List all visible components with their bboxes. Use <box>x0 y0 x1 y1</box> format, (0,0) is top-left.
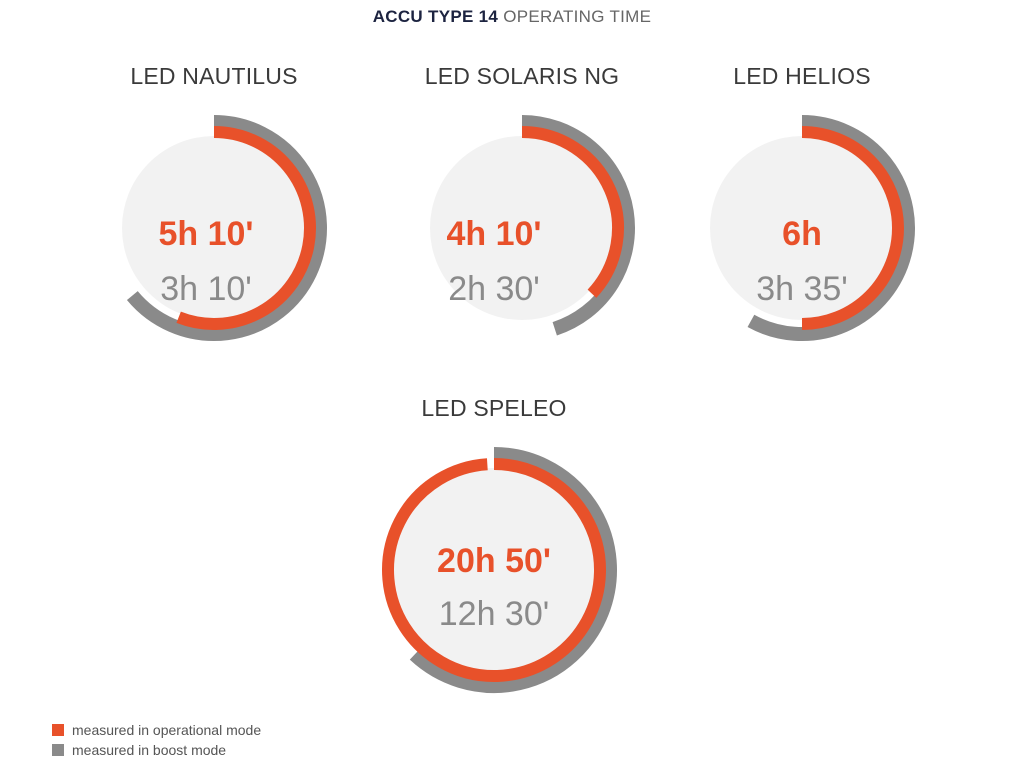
operational-arc <box>521 126 624 298</box>
legend-label-operational: measured in operational mode <box>72 722 262 738</box>
legend-item-boost: measured in boost mode <box>52 740 261 760</box>
boost-time-label: 12h 30' <box>438 595 550 633</box>
chart-title-rest: OPERATING TIME <box>498 7 652 26</box>
gauge-ring <box>710 115 915 341</box>
legend-swatch-operational <box>52 724 64 736</box>
gauge-disc <box>430 136 614 320</box>
boost-time-label: 3h 10' <box>160 270 252 308</box>
operational-arc <box>801 126 904 330</box>
gauge-ring <box>430 115 635 336</box>
operational-time-label: 20h 50' <box>437 542 551 580</box>
gauge-name: LED SPELEO <box>421 395 567 421</box>
gauge-name: LED NAUTILUS <box>130 63 298 89</box>
operational-arc <box>176 126 316 330</box>
boost-time-label: 2h 30' <box>448 270 540 308</box>
gauge-led-speleo: LED SPELEO 20h 50' 12h 30' <box>344 392 644 702</box>
boost-arc <box>409 447 617 693</box>
legend: measured in operational mode measured in… <box>52 720 261 760</box>
boost-arc <box>747 115 915 341</box>
legend-item-operational: measured in operational mode <box>52 720 261 740</box>
operational-arc <box>382 458 606 682</box>
operational-time-label: 4h 10' <box>446 215 542 253</box>
gauge-name: LED SOLARIS NG <box>424 63 620 89</box>
gauge-ring <box>382 447 617 693</box>
boost-arc <box>126 115 327 341</box>
operational-time-label: 5h 10' <box>158 215 254 253</box>
gauge-ring <box>122 115 327 341</box>
gauge-disc <box>122 136 306 320</box>
gauge-name: LED HELIOS <box>733 63 871 89</box>
chart-title-bold: ACCU TYPE 14 <box>372 7 499 26</box>
boost-arc <box>521 115 635 336</box>
legend-label-boost: measured in boost mode <box>72 742 227 758</box>
legend-swatch-boost <box>52 744 64 756</box>
gauge-led-nautilus: LED NAUTILUS 5h 10' 3h 10' <box>64 60 364 360</box>
gauge-disc <box>392 468 596 672</box>
operational-time-label: 6h <box>782 215 822 253</box>
gauge-led-solaris-ng: LED SOLARIS NG 4h 10' 2h 30' <box>372 60 672 360</box>
gauge-disc <box>710 136 894 320</box>
boost-time-label: 3h 35' <box>756 270 848 308</box>
gauge-led-helios: LED HELIOS 6h 3h 35' <box>652 60 952 360</box>
chart-title: ACCU TYPE 14 OPERATING TIME <box>0 7 1024 27</box>
